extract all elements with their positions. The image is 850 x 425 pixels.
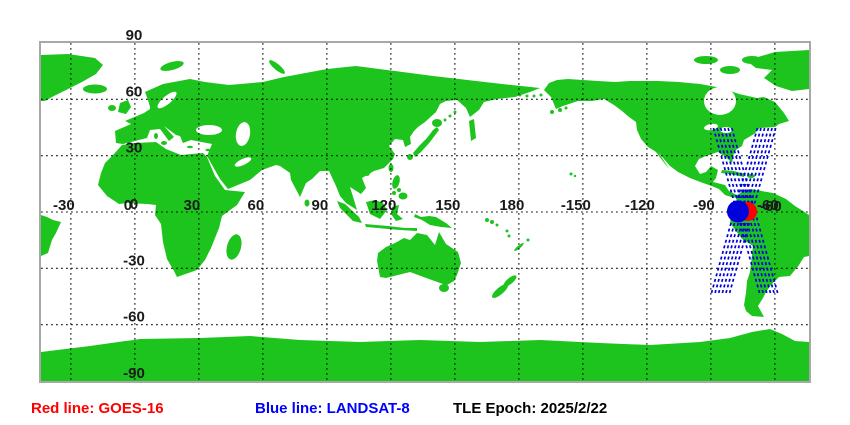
- landmass-island: [432, 119, 442, 127]
- landmass-island: [742, 56, 762, 64]
- continents: [41, 50, 809, 381]
- landmass: [469, 119, 476, 141]
- landmass-island: [160, 61, 184, 71]
- landmass-island: [747, 174, 755, 178]
- landmass-islet: [569, 172, 573, 176]
- landmass-islet: [490, 220, 494, 224]
- landsat8-marker: [726, 200, 749, 223]
- lon-axis-label: -60: [757, 197, 779, 214]
- landmass-islet: [507, 234, 511, 238]
- lat-axis-label: 60: [126, 83, 143, 100]
- map-border: [39, 41, 811, 383]
- landmass-islet: [495, 223, 499, 227]
- lat-axis-label: -60: [123, 309, 145, 326]
- landmass-islet: [532, 94, 536, 98]
- landmass: [98, 142, 245, 277]
- landmass: [337, 201, 362, 223]
- landmass: [748, 50, 809, 91]
- inland-sea: [704, 87, 736, 115]
- lon-axis-label: -30: [53, 197, 75, 214]
- landmass: [115, 66, 540, 210]
- landmass: [414, 214, 452, 228]
- landmass-island: [205, 148, 211, 152]
- landmass-island: [83, 84, 107, 94]
- landmass-islet: [453, 110, 457, 114]
- landmass: [365, 224, 417, 231]
- landmass-island: [694, 56, 718, 64]
- legend-row: Red line: GOES-16 Blue line: LANDSAT-8 T…: [31, 400, 607, 417]
- landmass-islet: [364, 170, 370, 176]
- landmass-island: [398, 192, 408, 200]
- lon-axis-label: 0: [124, 197, 132, 214]
- landmass-islet: [392, 191, 396, 195]
- legend-landsat8: Blue line: LANDSAT-8: [255, 400, 410, 417]
- landmass-island: [514, 242, 524, 252]
- lon-axis-label: -120: [625, 197, 655, 214]
- landmass-island: [226, 234, 242, 260]
- landmass-islet: [407, 154, 413, 160]
- landmass-islet: [550, 110, 554, 114]
- landmass-island: [108, 105, 116, 111]
- lon-axis-label: 30: [184, 197, 201, 214]
- satellite-markers: [726, 200, 758, 223]
- landmass-islet: [564, 106, 568, 110]
- lat-axis-label: 30: [126, 140, 143, 157]
- landmass-island: [439, 284, 449, 292]
- landmass-island: [187, 145, 193, 149]
- landmass-islet: [525, 94, 529, 98]
- inland-sea: [234, 157, 252, 167]
- inland-sea: [235, 122, 251, 146]
- lon-axis-label: 150: [435, 197, 460, 214]
- landmass-islet: [573, 174, 577, 178]
- landmass-islet: [558, 108, 562, 112]
- landmass-islet: [539, 93, 543, 97]
- lat-axis-label: -30: [123, 252, 145, 269]
- landmass-islet: [526, 238, 530, 242]
- landmass-island: [492, 284, 508, 298]
- landmass: [377, 232, 461, 285]
- lon-axis-label: 120: [371, 197, 396, 214]
- landmass-islet: [397, 188, 401, 192]
- landmass-island: [304, 199, 310, 207]
- landmass-islet: [485, 218, 489, 222]
- landmass-island: [269, 60, 285, 74]
- legend-tle-epoch: TLE Epoch: 2025/2/22: [453, 400, 607, 417]
- landmass: [391, 205, 403, 221]
- landmass: [41, 54, 103, 101]
- landmass: [413, 127, 439, 157]
- axis-labels: -30 0 30 60 90 120 150 180 -150 -120 -90 -60 -60 90 60…: [53, 27, 782, 382]
- lon-axis-label: 60: [248, 197, 265, 214]
- landmass-island: [392, 175, 400, 189]
- landmass-islet: [443, 118, 447, 122]
- lat-axis-label: 0: [130, 196, 138, 213]
- landmass-islet: [505, 229, 509, 233]
- legend-goes16: Red line: GOES-16: [31, 400, 164, 417]
- graticule-gridlines: [41, 43, 809, 381]
- landmass: [366, 200, 387, 219]
- landmass-island: [720, 66, 740, 74]
- landmass-island: [161, 141, 167, 145]
- lon-axis-label: 180: [499, 197, 524, 214]
- landmass: [118, 100, 131, 114]
- lat-axis-label: -90: [123, 365, 145, 382]
- landmass-island: [503, 275, 517, 287]
- lon-axis-label: -150: [561, 197, 591, 214]
- lat-axis-label: 90: [126, 27, 143, 44]
- lon-axis-label: -60: [760, 198, 782, 215]
- landmass-island: [154, 133, 158, 139]
- landmass: [544, 79, 789, 198]
- inland-sea: [196, 125, 222, 135]
- landmass-islet: [448, 114, 452, 118]
- landmass: [730, 189, 809, 317]
- lon-axis-label: 90: [312, 197, 329, 214]
- lon-axis-label: -90: [693, 197, 715, 214]
- inland-sea: [157, 91, 177, 109]
- landmass: [41, 329, 809, 381]
- landmass: [41, 215, 61, 256]
